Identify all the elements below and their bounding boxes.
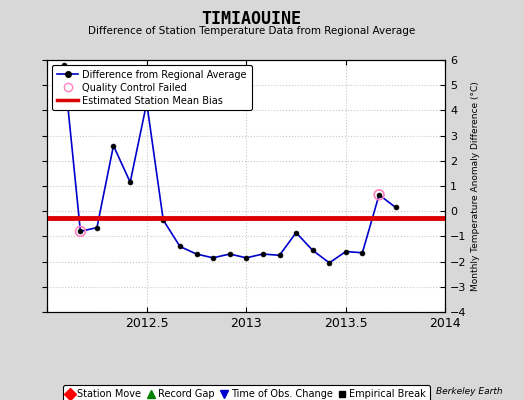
Point xyxy=(76,228,84,234)
Y-axis label: Monthly Temperature Anomaly Difference (°C): Monthly Temperature Anomaly Difference (… xyxy=(471,81,480,291)
Text: Difference of Station Temperature Data from Regional Average: Difference of Station Temperature Data f… xyxy=(88,26,415,36)
Point xyxy=(375,192,383,198)
Legend: Station Move, Record Gap, Time of Obs. Change, Empirical Break: Station Move, Record Gap, Time of Obs. C… xyxy=(63,385,430,400)
Text: Berkeley Earth: Berkeley Earth xyxy=(436,387,503,396)
Text: TIMIAOUINE: TIMIAOUINE xyxy=(202,10,301,28)
